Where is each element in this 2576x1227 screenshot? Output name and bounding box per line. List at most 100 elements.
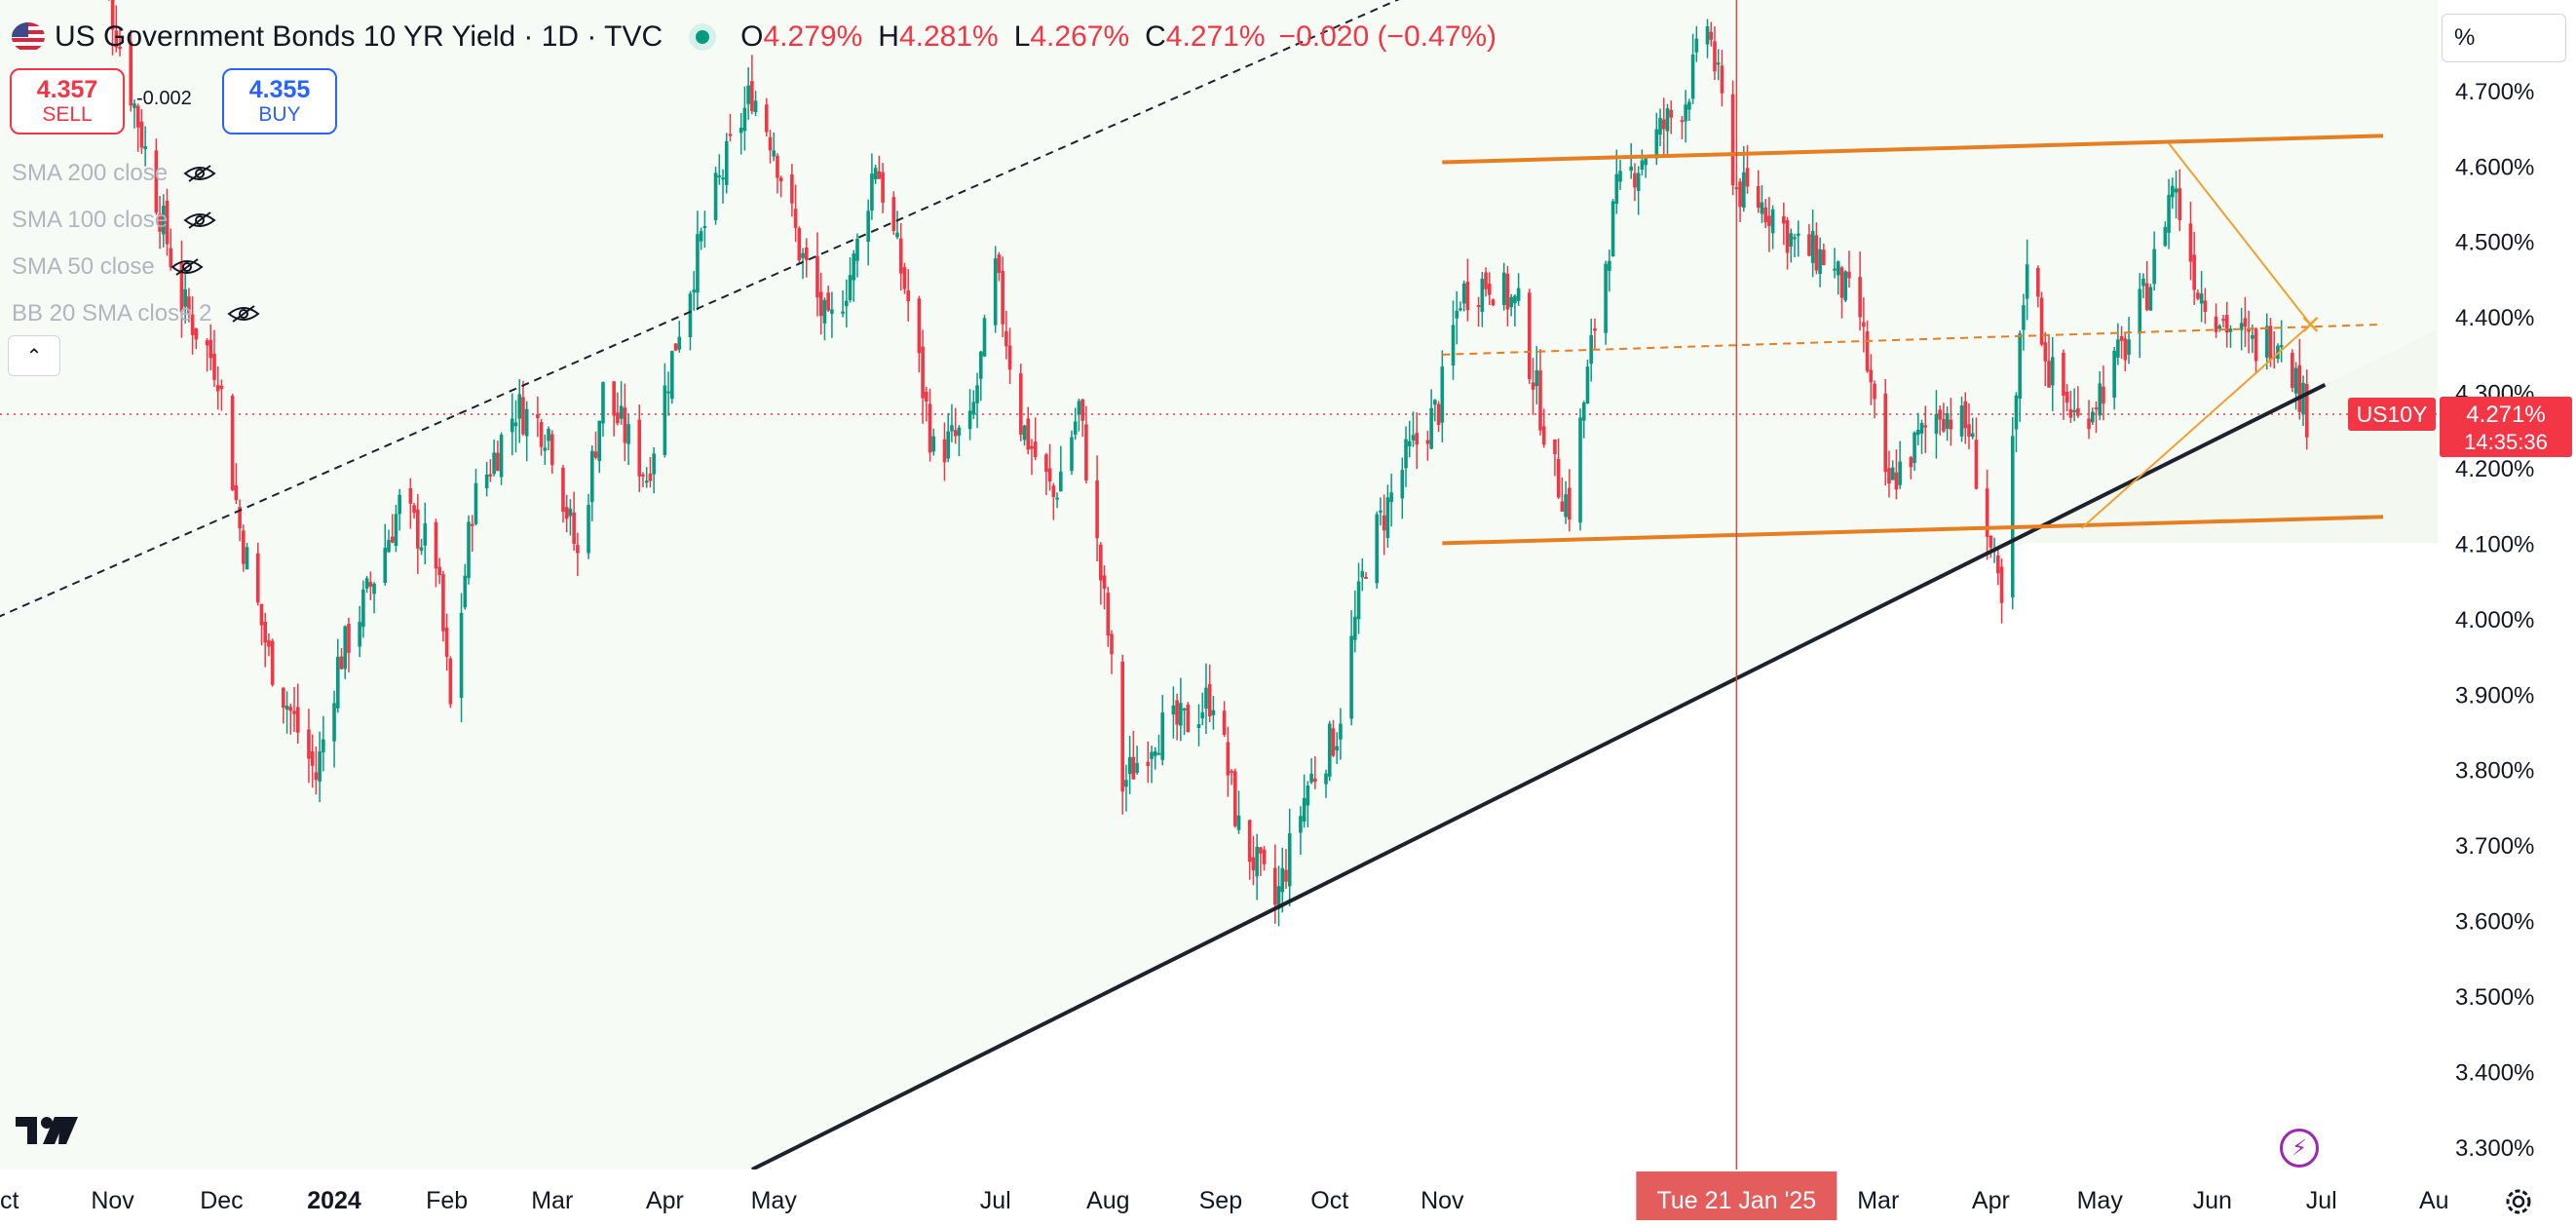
ohlc-low-key: L (1013, 20, 1031, 53)
candle-body (2304, 383, 2309, 438)
candle-body (1843, 271, 1848, 301)
candle-body (2224, 315, 2229, 333)
candle-body (818, 291, 823, 317)
indicator-bb-20[interactable]: BB 20 SMA close 2 (12, 290, 261, 337)
candle-body (1985, 488, 1989, 537)
candle-body (699, 231, 703, 242)
candle-body (2163, 227, 2168, 247)
candle-body (1839, 267, 1844, 298)
eye-crossed-icon[interactable] (183, 164, 216, 183)
candle-body (2293, 367, 2298, 394)
channel-upper-line[interactable] (1442, 134, 2384, 165)
candle-body (822, 299, 827, 324)
candle-body (1339, 723, 1343, 740)
x-tick-label: Mar (1857, 1187, 1899, 1214)
collapse-legend-button[interactable]: ⌃ (8, 335, 60, 376)
bar-countdown-label: 14:35:36 (2464, 430, 2548, 454)
candle-body (1207, 683, 1212, 717)
candle-body (1890, 467, 1895, 480)
buy-button[interactable]: 4.355 BUY (222, 68, 337, 134)
triangle-lower-line[interactable] (2080, 324, 2312, 529)
candle-body (2039, 297, 2044, 345)
candle-body (212, 353, 216, 380)
last-price-label-bg (2440, 397, 2572, 458)
candle-body (1276, 886, 1281, 909)
triangle-upper-line[interactable] (2168, 142, 2312, 326)
candle-body (881, 172, 885, 203)
x-tick-label: Au (2419, 1187, 2449, 1214)
tradingview-logo-icon[interactable] (16, 1111, 78, 1150)
candle-body (343, 626, 348, 670)
price-axis[interactable]: 4.700%4.600%4.500%4.400%4.300%4.200%4.10… (2348, 0, 2576, 1222)
candle-body (1095, 480, 1099, 539)
candle-body (2254, 328, 2258, 362)
candle-body (394, 514, 398, 547)
percent-scale-label: % (2454, 24, 2476, 51)
eye-crossed-icon[interactable] (227, 304, 261, 324)
candle-body (1847, 271, 1851, 279)
indicator-sma-50[interactable]: SMA 50 close (12, 244, 260, 290)
candle-body (1287, 833, 1292, 887)
x-tick-label: Oct (0, 1187, 19, 1214)
indicator-sma-100[interactable]: SMA 100 close (12, 197, 260, 244)
candle-body (470, 523, 474, 526)
dashed-trendline[interactable] (0, 0, 1551, 633)
candle-body (2192, 254, 2196, 290)
candle-body (390, 536, 395, 543)
candle-body (1211, 709, 1216, 715)
eye-crossed-icon[interactable] (170, 257, 204, 277)
buy-price: 4.355 (248, 75, 311, 103)
candle-body (1058, 471, 1063, 492)
candle-body (118, 46, 122, 50)
candle-body (1106, 593, 1111, 636)
candle-body (190, 314, 195, 335)
candle-body (1204, 687, 1208, 709)
lightning-icon[interactable]: ⚡ (2280, 1129, 2319, 1168)
candle-body (2188, 223, 2193, 262)
indicator-sma-200[interactable]: SMA 200 close (12, 150, 260, 197)
candle-body (1730, 94, 1735, 186)
gear-icon[interactable] (2502, 1185, 2535, 1218)
eye-crossed-icon[interactable] (183, 211, 216, 230)
candle-body (648, 473, 653, 481)
channel-lower-line[interactable] (1442, 515, 2384, 546)
candle-body (1127, 756, 1132, 775)
x-tick-label: May (2077, 1187, 2124, 1214)
candle-body (950, 425, 954, 432)
candle-body (1610, 201, 1615, 256)
candle-body (364, 578, 369, 589)
candle-body (1171, 705, 1176, 715)
sell-button[interactable]: 4.357 SELL (10, 68, 125, 134)
candle-body (1534, 369, 1539, 387)
candle-body (1822, 249, 1826, 266)
y-tick-label: 4.200% (2455, 456, 2534, 482)
candle-body (310, 750, 315, 766)
candle-body (997, 254, 1002, 273)
candle-body (208, 339, 213, 359)
candle-body (234, 485, 239, 501)
candle-body (1425, 440, 1430, 444)
candle-body (165, 200, 170, 245)
candle-body (1614, 173, 1619, 205)
candle-body (2098, 383, 2102, 416)
candle-body (1658, 117, 1662, 135)
candle-body (670, 351, 674, 400)
candle-body (764, 104, 769, 133)
candle-body (1898, 461, 1902, 485)
candle-body (1476, 305, 1481, 308)
candle-body (1302, 797, 1307, 822)
candle-body (1259, 847, 1263, 854)
support-trendline[interactable] (750, 383, 2327, 1171)
candle-body (2239, 323, 2244, 330)
symbol-title[interactable]: US Government Bonds 10 YR Yield · 1D · T… (55, 20, 663, 53)
candle-body (1640, 160, 1645, 171)
candle-body (852, 253, 856, 281)
channel-midline[interactable] (1442, 323, 2384, 356)
candle-body (2072, 409, 2076, 412)
percent-scale-toggle[interactable]: % (2442, 14, 2566, 62)
time-axis[interactable]: Oct Nov Dec 2024 Feb Mar Apr May Jul Aug Sep Oct Nov… (0, 1169, 2449, 1222)
candle-body (739, 128, 743, 134)
candle-body (721, 177, 725, 180)
